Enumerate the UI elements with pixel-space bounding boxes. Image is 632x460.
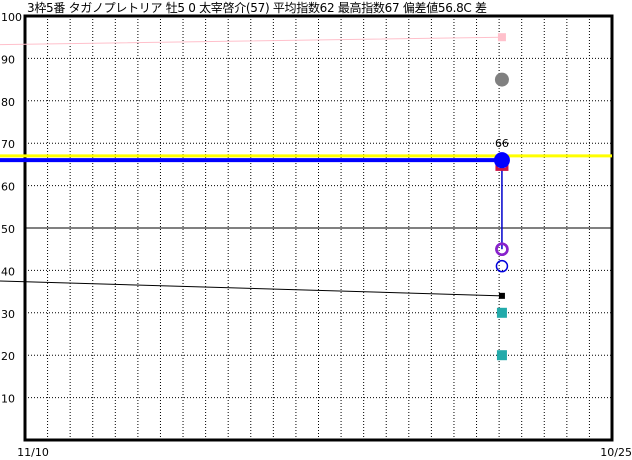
black-point	[498, 292, 505, 299]
y-tick-label: 90	[1, 53, 15, 66]
y-tick-label: 20	[1, 350, 15, 363]
purple-ring	[495, 242, 509, 256]
pink-point	[497, 33, 506, 42]
y-tick-label: 100	[1, 11, 22, 24]
blue-ring	[495, 259, 509, 273]
y-tick-label: 40	[1, 265, 15, 278]
y-tick-label: 30	[1, 308, 15, 321]
x-tick-label: 10/25	[600, 446, 632, 459]
index-data-label: 66	[495, 137, 509, 150]
y-tick-label: 60	[1, 181, 15, 194]
y-tick-label: 50	[1, 223, 15, 236]
chart-title: 3枠5番 タガノプレトリア 牡5 0 太宰啓介(57) 平均指数62 最高指数6…	[27, 1, 487, 15]
plot-border	[23, 14, 614, 442]
teal-point	[496, 307, 507, 318]
y-tick-label: 70	[1, 138, 15, 151]
y-tick-label: 80	[1, 96, 15, 109]
x-tick-label: 11/10	[17, 446, 49, 459]
gray-point	[494, 72, 509, 87]
y-tick-label: 10	[1, 393, 15, 406]
index-point	[493, 152, 510, 169]
teal-point	[496, 350, 507, 361]
